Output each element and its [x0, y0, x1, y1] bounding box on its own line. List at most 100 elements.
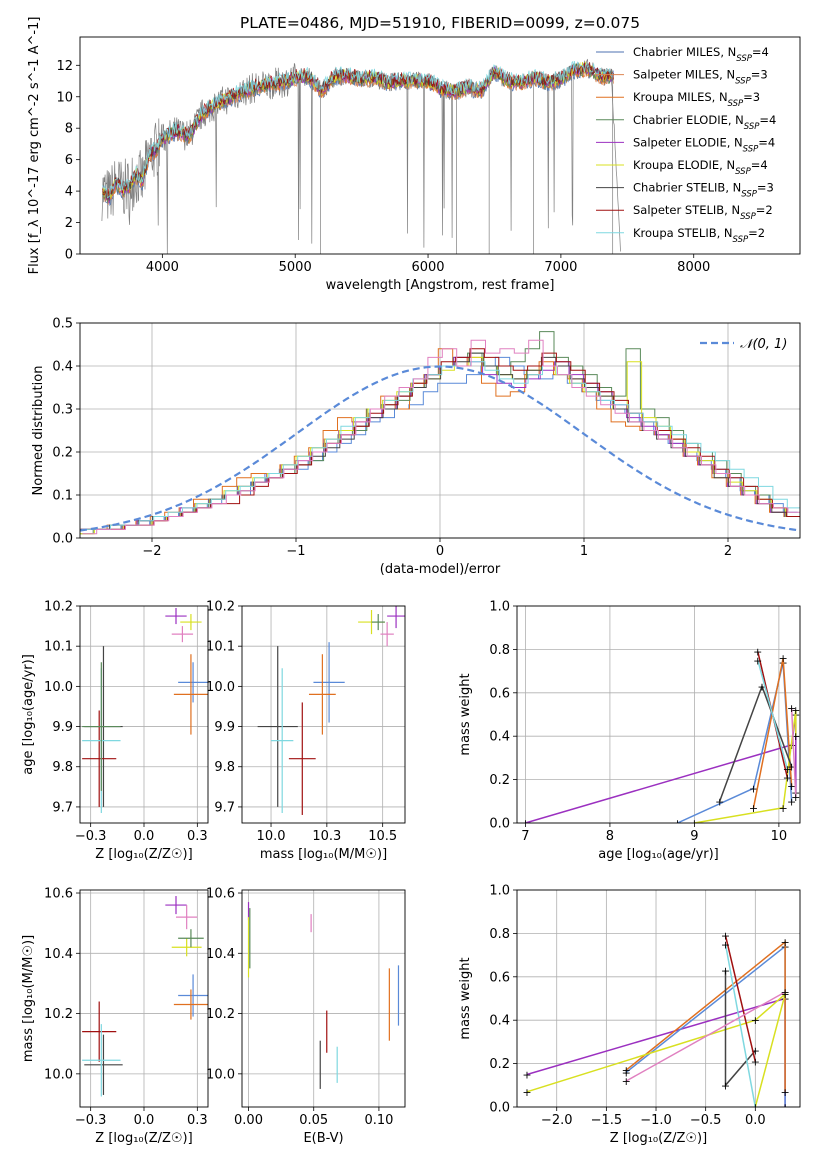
legend-count: =4 [759, 113, 776, 127]
weight-line-3 [752, 657, 793, 808]
weight-marker: + [751, 1055, 760, 1068]
y-tick-label: 0.2 [489, 1057, 510, 1072]
weight-marker: + [787, 795, 796, 808]
legend-entry: Salpeter MILES, NSSP=3 [633, 68, 768, 87]
data-point [82, 1024, 121, 1097]
y-tick-label: 0.8 [489, 643, 510, 658]
data-point [178, 974, 208, 1017]
plot-area [82, 608, 208, 813]
weight-marker: + [721, 964, 730, 977]
legend-count: =4 [751, 158, 768, 172]
data-point [257, 646, 298, 807]
histogram-step-7 [81, 361, 800, 530]
y-tick-label: 10.0 [44, 680, 73, 695]
y-tick-label: 9.9 [52, 720, 73, 735]
weight-marker: + [622, 1064, 631, 1077]
y-axis-label: Normed distribution [31, 366, 46, 496]
weight-marker: + [622, 1075, 631, 1088]
legend-subscript: SSP [728, 99, 744, 109]
x-tick-label: 0.05 [299, 1113, 328, 1128]
data-point [171, 938, 202, 957]
weight-line-8 [790, 707, 797, 798]
weight-marker: + [791, 791, 800, 804]
y-axis-label: Flux [f_λ 10^-17 erg cm^-2 s^-1 A^-1] [27, 17, 42, 275]
legend-count: =4 [752, 45, 769, 59]
y-tick-label: 10.4 [44, 947, 73, 962]
x-tick-label: −1.0 [640, 1113, 672, 1128]
weight-marker: + [780, 1101, 789, 1114]
x-tick-label: −2 [142, 544, 161, 559]
data-point [380, 622, 394, 647]
x-tick-label: 7000 [544, 260, 577, 275]
legend-count: =3 [743, 90, 760, 104]
y-tick-label: 6 [65, 153, 73, 168]
weight-marker: + [522, 1068, 531, 1081]
y-tick-label: 0.6 [489, 686, 510, 701]
x-tick-label: 0.3 [187, 1113, 208, 1128]
y-tick-label: 10 [56, 90, 73, 105]
legend-entry: Salpeter STELIB, NSSP=2 [633, 203, 773, 222]
y-axis-label: mass weight [458, 957, 473, 1039]
axes-frame [241, 605, 406, 824]
axes-frame [241, 889, 406, 1108]
x-tick-label: 5000 [279, 260, 312, 275]
panel-spectrum: 4000 5000 6000 7000 8000 0 2 4 6 8 10 12 wavelength … [27, 17, 801, 293]
data-point [371, 614, 385, 631]
panel-mass-weight-vs-Z: ++++++++++++++++++++++−2.0 −1.5 −1.0 −0.5 0.… [458, 884, 801, 1146]
histogram-step-5 [80, 352, 800, 530]
spectrum-legend: Chabrier MILES, NSSP=4 Salpeter MILES, NS… [596, 45, 776, 245]
axes-frame [79, 36, 801, 255]
y-tick-label: 10.1 [44, 640, 73, 655]
data-point [313, 642, 345, 723]
x-tick-label: 1 [580, 544, 588, 559]
y-tick-label: 2 [65, 216, 73, 231]
legend-subscript: SSP [736, 54, 752, 64]
y-axis-label: mass weight [458, 673, 473, 755]
x-tick-label: 0.0 [134, 1113, 155, 1128]
legend-entry: Kroupa MILES, NSSP=3 [633, 90, 760, 109]
x-tick-label: 2 [724, 544, 732, 559]
weight-marker: + [783, 771, 792, 784]
weight-line-3 [526, 992, 787, 1107]
y-tick-label: 0.6 [489, 970, 510, 985]
x-tick-label: −0.5 [690, 1113, 722, 1128]
legend-subscript: SSP [740, 212, 756, 222]
x-tick-label: 0.10 [364, 1113, 393, 1128]
y-axis-label: mass [log₁₀(M/M☉)] [21, 935, 36, 1062]
weight-line-5 [718, 684, 793, 802]
y-tick-label: 10.0 [206, 680, 235, 695]
legend-count: =2 [756, 203, 773, 217]
x-axis-label: wavelength [Angstrom, rest frame] [326, 278, 555, 293]
weight-marker: + [780, 1086, 789, 1099]
weight-line-0 [525, 744, 792, 823]
y-tick-label: 10.6 [44, 887, 73, 902]
y-tick-label: 0.2 [52, 446, 73, 461]
x-axis-label: Z [log₁₀(Z/Z☉)] [610, 1131, 707, 1146]
axes: 10.0 10.3 10.5 9.7 9.8 9.9 10.0 10.1 10.2 mass [l… [206, 600, 397, 863]
panel-mass-vs-Z: −0.3 0.0 0.3 10.0 10.2 10.4 10.6 Z [log₁₀(Z/Z☉)… [21, 887, 209, 1146]
weight-marker: + [749, 802, 758, 815]
panel-age-vs-Z: −0.3 0.0 0.3 9.7 9.8 9.9 10.0 10.1 10.2 Z [log₁₀(… [21, 600, 209, 862]
legend-count: =2 [748, 226, 765, 240]
weight-marker: + [690, 817, 699, 830]
weight-marker: + [778, 652, 787, 665]
y-tick-label: 10.2 [206, 600, 235, 615]
x-tick-label: −0.3 [75, 1113, 107, 1128]
legend-entry: Chabrier ELODIE, NSSP=4 [633, 113, 776, 132]
x-tick-label: 10.3 [312, 829, 341, 844]
axes-frame [79, 889, 209, 1108]
x-axis-label: Z [log₁₀(Z/Z☉)] [95, 847, 192, 862]
data-point [84, 1034, 123, 1095]
weight-marker: + [791, 730, 800, 743]
x-axis-label: (data-model)/error [380, 562, 501, 577]
y-tick-label: 12 [56, 59, 73, 74]
x-tick-label: 4000 [146, 260, 179, 275]
gaussian-reference-line [80, 365, 800, 532]
x-axis-label: age [log₁₀(age/yr)] [598, 847, 719, 862]
x-tick-label: 0 [436, 544, 444, 559]
y-tick-label: 0.2 [489, 773, 510, 788]
y-tick-label: 1.0 [489, 884, 510, 899]
x-tick-label: 0.3 [187, 829, 208, 844]
legend-count: =4 [758, 135, 775, 149]
